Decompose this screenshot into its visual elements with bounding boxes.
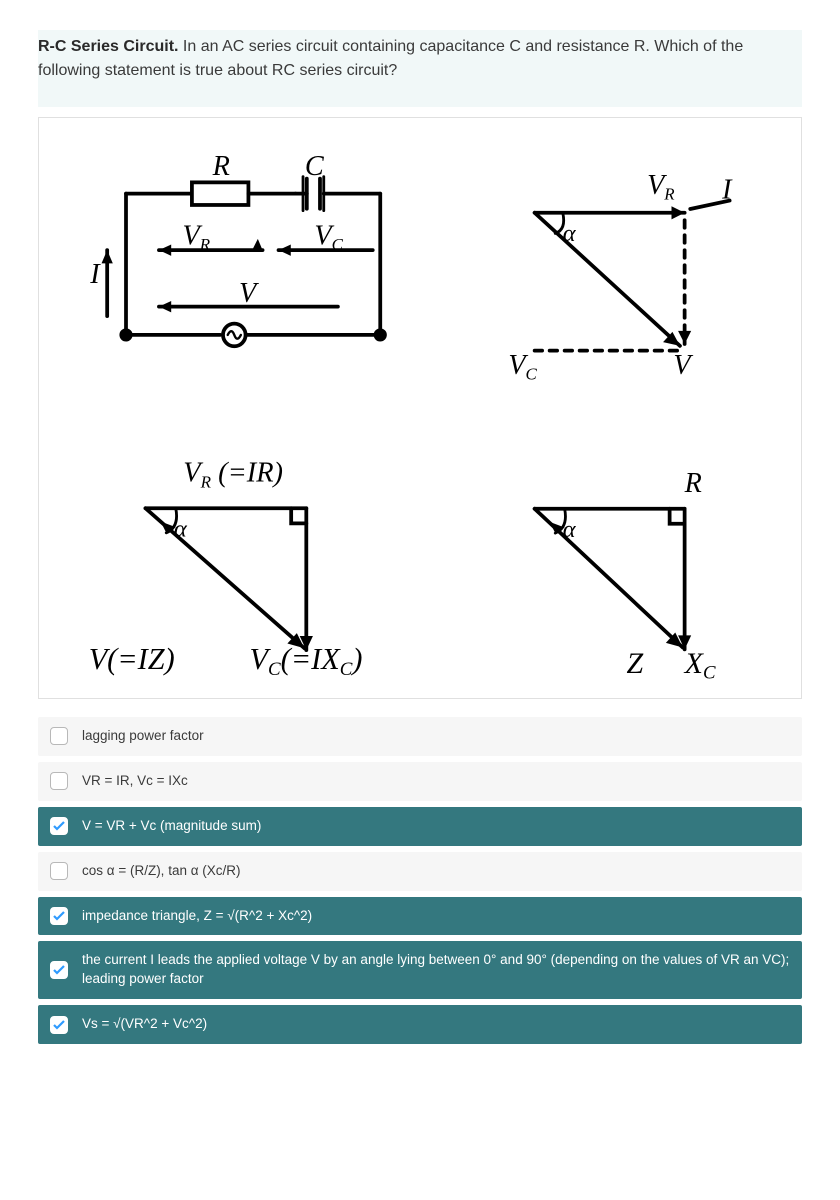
question-text: R-C Series Circuit. In an AC series circ… [38,35,802,83]
label-C: C [305,156,325,182]
checkbox-icon[interactable] [50,862,68,880]
svg-text:α: α [563,220,577,247]
option-item[interactable]: impedance triangle, Z = √(R^2 + Xc^2) [38,897,802,936]
option-item[interactable]: Vs = √(VR^2 + Vc^2) [38,1005,802,1044]
svg-text:XC: XC [684,647,716,684]
checkbox-icon[interactable] [50,1016,68,1034]
checkbox-icon[interactable] [50,907,68,925]
option-item[interactable]: V = VR + Vc (magnitude sum) [38,807,802,846]
option-label: VR = IR, Vc = IXc [82,772,188,791]
svg-text:V: V [239,278,259,309]
circuit-diagram: R C VR VC V I [69,156,449,402]
svg-text:VR: VR [647,170,675,204]
question-bold: R-C Series Circuit. [38,38,178,55]
svg-text:R: R [684,468,702,499]
option-item[interactable]: VR = IR, Vc = IXc [38,762,802,801]
option-item[interactable]: lagging power factor [38,717,802,756]
option-item[interactable]: the current I leads the applied voltage … [38,941,802,999]
options-list: lagging power factor VR = IR, Vc = IXc V… [38,717,802,1044]
phasor-voltage-diagram: VR I VC V α [469,156,771,402]
option-label: impedance triangle, Z = √(R^2 + Xc^2) [82,907,312,926]
svg-text:VR: VR [183,221,211,255]
diagram-panel: R C VR VC V I [38,117,802,699]
svg-text:VC: VC [314,221,343,255]
svg-text:VR (=IR): VR (=IR) [183,458,283,492]
option-label: Vs = √(VR^2 + Vc^2) [82,1015,207,1034]
svg-text:VC(=IXC): VC(=IXC) [250,642,363,680]
svg-text:VC: VC [508,350,537,382]
voltage-triangle-diagram: VR (=IR) α V(=IZ) VC(=IXC) [69,442,449,688]
checkbox-icon[interactable] [50,727,68,745]
option-item[interactable]: cos α = (R/Z), tan α (Xc/R) [38,852,802,891]
svg-text:V: V [673,350,693,381]
option-label: V = VR + Vc (magnitude sum) [82,817,261,836]
question-header: R-C Series Circuit. In an AC series circ… [38,30,802,107]
svg-text:Z: Z [627,647,644,680]
checkbox-icon[interactable] [50,772,68,790]
svg-text:α: α [563,516,577,543]
checkbox-icon[interactable] [50,817,68,835]
option-label: the current I leads the applied voltage … [82,951,790,989]
svg-text:α: α [174,516,188,543]
label-R: R [212,156,230,182]
option-label: lagging power factor [82,727,204,746]
svg-text:V(=IZ): V(=IZ) [89,642,175,676]
svg-text:I: I [89,259,101,290]
impedance-triangle-diagram: R α Z XC [469,442,771,688]
checkbox-icon[interactable] [50,961,68,979]
svg-text:I: I [721,175,733,206]
option-label: cos α = (R/Z), tan α (Xc/R) [82,862,241,881]
